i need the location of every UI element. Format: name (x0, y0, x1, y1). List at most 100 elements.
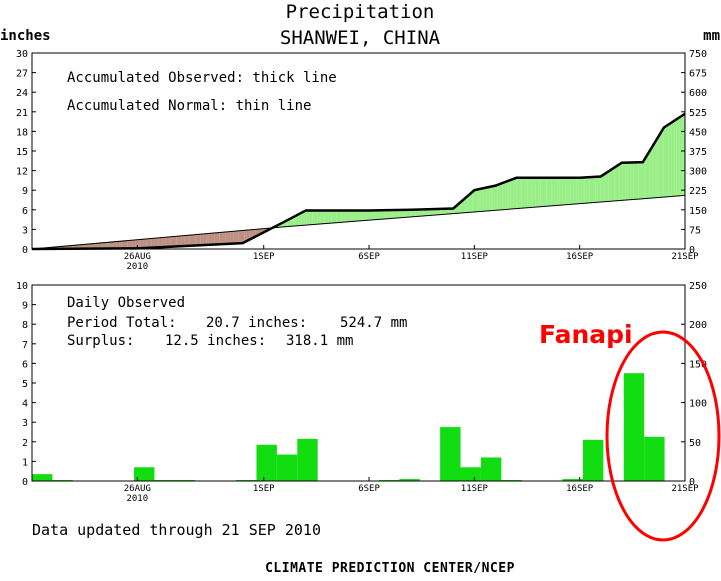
surplus-segment (320, 210, 323, 224)
surplus-segment (622, 163, 625, 201)
observed-note: Accumulated Observed: thick line (67, 70, 337, 86)
surplus-segment (579, 178, 582, 204)
surplus-segment (582, 177, 585, 203)
deficit-segment (146, 239, 149, 248)
surplus-segment (326, 210, 329, 223)
surplus-segment (563, 178, 566, 205)
surplus-segment (508, 180, 511, 209)
surplus-segment (337, 210, 340, 222)
surplus-segment (369, 210, 372, 220)
date-tick-label: 1SEP (253, 252, 275, 262)
left-tick-label: 0 (22, 477, 28, 488)
surplus-segment (331, 210, 334, 223)
surplus-segment (595, 177, 598, 203)
daily-panel: 01234567891005010015020025026AUG20101SEP… (16, 281, 707, 504)
date-tick-label: 6SEP (358, 484, 380, 494)
surplus-segment (323, 210, 326, 223)
surplus-segment (633, 162, 636, 199)
left-tick-label: 7 (22, 340, 28, 351)
surplus-segment (666, 124, 669, 197)
deficit-segment (176, 236, 179, 246)
left-tick-label: 24 (16, 88, 28, 99)
deficit-segment (179, 236, 182, 246)
left-tick-label: 9 (22, 301, 28, 312)
date-tick-label: 21SEP (671, 484, 699, 494)
surplus-segment (625, 163, 628, 201)
deficit-segment (160, 238, 163, 248)
deficit-segment (182, 236, 185, 247)
deficit-segment (187, 235, 190, 246)
surplus-segment (380, 210, 383, 219)
surplus-segment (568, 178, 571, 205)
surplus-segment (557, 178, 560, 206)
surplus-segment (495, 185, 498, 210)
surplus-segment (500, 183, 503, 210)
left-tick-label: 27 (16, 69, 28, 80)
left-tick-label: 21 (16, 108, 28, 119)
surplus-segment (663, 126, 666, 197)
deficit-segment (195, 234, 198, 245)
daily-bar (624, 373, 644, 481)
surplus-segment (603, 173, 606, 202)
deficit-segment (171, 237, 174, 247)
surplus-segment (652, 142, 655, 198)
surplus-segment (356, 210, 359, 221)
fanapi-label: Fanapi (539, 320, 633, 349)
left-tick-label: 6 (22, 359, 28, 370)
surplus-segment (519, 178, 522, 209)
surplus-segment (310, 210, 313, 224)
deficit-segment (233, 231, 236, 244)
period-total-inches: 20.7 inches: (206, 315, 307, 331)
surplus-segment (361, 210, 364, 220)
right-tick-label: 200 (689, 320, 707, 331)
surplus-segment (516, 178, 519, 209)
surplus-segment (304, 210, 307, 225)
deficit-segment (212, 233, 215, 245)
surplus-segment (375, 210, 378, 219)
surplus-segment (481, 188, 484, 211)
surplus-segment (554, 178, 557, 206)
surplus-segment (639, 162, 642, 199)
surplus-segment (628, 162, 631, 199)
surplus-label: Surplus: (67, 333, 134, 349)
surplus-segment (538, 178, 541, 207)
left-tick-label: 15 (16, 147, 28, 158)
surplus-segment (353, 210, 356, 221)
surplus-segment (544, 178, 547, 207)
surplus-segment (475, 189, 478, 211)
daily-bar (644, 437, 664, 481)
surplus-segment (514, 178, 517, 209)
right-tick-label: 600 (689, 88, 707, 99)
left-tick-label: 6 (22, 206, 28, 217)
left-unit-label: inches (0, 28, 51, 44)
deficit-segment (239, 231, 242, 244)
date-tick-year: 2010 (126, 262, 148, 272)
right-tick-label: 675 (689, 69, 707, 80)
deficit-segment (198, 234, 201, 245)
surplus-segment (486, 187, 489, 211)
data-updated-text: Data updated through 21 SEP 2010 (32, 521, 321, 539)
deficit-segment (173, 236, 176, 246)
deficit-segment (231, 231, 234, 243)
surplus-segment (329, 210, 332, 223)
surplus-segment (592, 177, 595, 203)
daily-title: Daily Observed (67, 295, 185, 311)
daily-bar (256, 445, 276, 481)
surplus-segment (503, 182, 506, 210)
surplus-segment (598, 176, 601, 202)
surplus-segment (655, 138, 658, 198)
right-tick-label: 225 (689, 186, 707, 197)
date-tick-label: 11SEP (461, 252, 489, 262)
surplus-segment (350, 210, 353, 221)
chart-location: SHANWEI, CHINA (280, 27, 441, 49)
date-tick-label: 16SEP (566, 252, 594, 262)
surplus-segment (590, 177, 593, 203)
surplus-segment (473, 190, 476, 212)
surplus-segment (348, 210, 351, 221)
left-tick-label: 9 (22, 186, 28, 197)
left-tick-label: 4 (22, 399, 28, 410)
left-tick-label: 8 (22, 320, 28, 331)
accumulated-panel: 0369121518212427300751502253003754505256… (16, 49, 707, 272)
surplus-segment (378, 210, 381, 219)
